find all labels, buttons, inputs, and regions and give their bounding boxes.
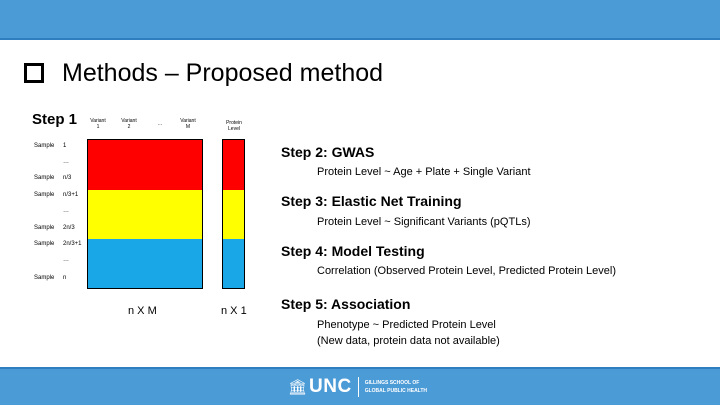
unc-logo: 🏛︎ UNC GILLINGS SCHOOL OF GLOBAL PUBLIC … bbox=[288, 376, 427, 398]
school-name: GILLINGS SCHOOL OF GLOBAL PUBLIC HEALTH bbox=[364, 380, 428, 394]
matrix-dimension-label: n X M bbox=[128, 305, 157, 317]
protein-band-yellow bbox=[223, 190, 244, 239]
sample-label: Sample bbox=[34, 275, 55, 281]
genotype-matrix bbox=[87, 139, 203, 289]
matrix-band-yellow bbox=[88, 190, 202, 239]
step5-description-1: Phenotype ~ Predicted Protein Level bbox=[317, 319, 496, 331]
variant-header-ellipsis: ... bbox=[157, 121, 163, 127]
sample-index: 1 bbox=[63, 143, 67, 149]
sample-label: Sample bbox=[34, 241, 55, 247]
top-banner bbox=[0, 0, 720, 38]
well-icon: 🏛︎ bbox=[288, 379, 308, 396]
step1-label: Step 1 bbox=[32, 111, 78, 128]
step3-description: Protein Level ~ Significant Variants (pQ… bbox=[317, 216, 531, 228]
step5-heading: Step 5: Association bbox=[281, 296, 411, 312]
sample-index: n/3+1 bbox=[63, 192, 79, 198]
protein-vector bbox=[222, 139, 245, 289]
step5-description-2: (New data, protein data not available) bbox=[317, 335, 500, 347]
step2-description: Protein Level ~ Age + Plate + Single Var… bbox=[317, 166, 531, 178]
protein-band-blue bbox=[223, 239, 244, 288]
sample-index: 2n/3 bbox=[63, 225, 75, 231]
sample-index: 2n/3+1 bbox=[63, 241, 82, 247]
sample-index: … bbox=[63, 159, 69, 165]
matrix-band-red bbox=[88, 140, 202, 190]
sample-label: Sample bbox=[34, 175, 55, 181]
unc-wordmark: UNC bbox=[309, 376, 352, 397]
sample-label: Sample bbox=[34, 192, 55, 198]
footer-bar bbox=[0, 369, 720, 405]
slide-title: Methods – Proposed method bbox=[62, 58, 384, 87]
title-row: Methods – Proposed method bbox=[24, 57, 383, 89]
protein-band-red bbox=[223, 140, 244, 190]
step3-heading: Step 3: Elastic Net Training bbox=[281, 193, 462, 209]
footer-line bbox=[0, 367, 720, 369]
logo-divider bbox=[357, 377, 359, 397]
variant-header-m: Variant M bbox=[180, 118, 196, 130]
sample-index: … bbox=[63, 208, 69, 214]
top-banner-line bbox=[0, 38, 720, 40]
sample-index: … bbox=[63, 257, 69, 263]
sample-label: Sample bbox=[34, 225, 55, 231]
protein-dimension-label: n X 1 bbox=[221, 305, 247, 317]
step4-description: Correlation (Observed Protein Level, Pre… bbox=[317, 265, 616, 277]
sample-index: n/3 bbox=[63, 175, 72, 181]
variant-header-2: Variant 2 bbox=[121, 118, 137, 130]
step2-heading: Step 2: GWAS bbox=[281, 144, 375, 160]
square-bullet-icon bbox=[24, 63, 44, 83]
step4-heading: Step 4: Model Testing bbox=[281, 243, 425, 259]
matrix-band-blue bbox=[88, 239, 202, 288]
protein-level-header: Protein Level bbox=[226, 120, 242, 132]
variant-header-1: Variant 1 bbox=[90, 118, 106, 130]
sample-index: n bbox=[63, 275, 67, 281]
sample-label: Sample bbox=[34, 143, 55, 149]
